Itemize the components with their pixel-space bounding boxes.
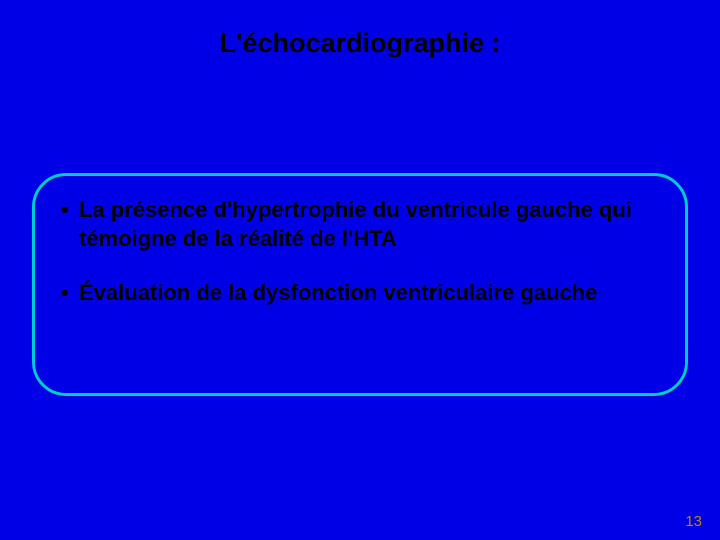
list-item: Évaluation de la dysfonction ventriculai… (61, 279, 659, 308)
slide: L'échocardiographie : La présence d'hype… (0, 0, 720, 540)
content-box: La présence d'hypertrophie du ventricule… (32, 173, 688, 396)
slide-title: L'échocardiographie : (0, 28, 720, 59)
page-number: 13 (685, 513, 702, 530)
bullet-list: La présence d'hypertrophie du ventricule… (61, 196, 659, 308)
list-item: La présence d'hypertrophie du ventricule… (61, 196, 659, 253)
